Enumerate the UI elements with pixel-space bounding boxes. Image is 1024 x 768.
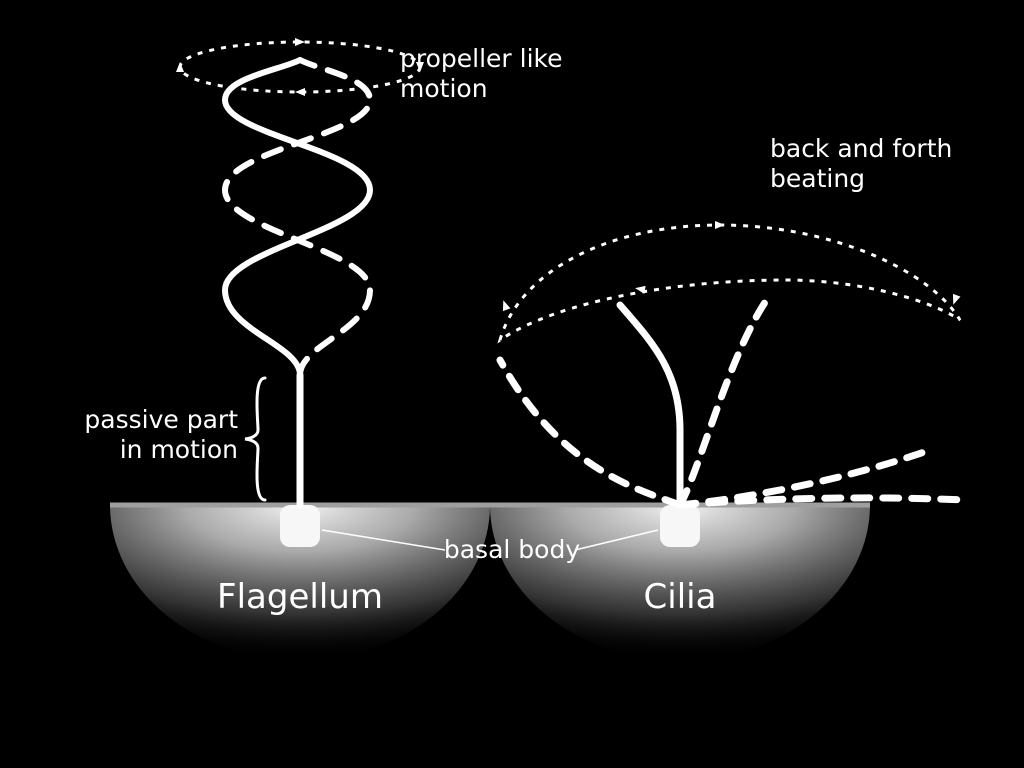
flagellum-basal-body <box>280 505 320 547</box>
cilia-solid <box>620 305 680 505</box>
flagellum-title: Flagellum <box>217 577 383 617</box>
cilia-ghost-positions <box>500 295 965 505</box>
backforth-label-2: beating <box>770 164 865 193</box>
passive-label-1: passive part <box>84 405 238 434</box>
flagellum-rotation-ellipse <box>180 42 420 92</box>
propeller-label-2: motion <box>400 74 488 103</box>
cilia-group <box>490 221 965 660</box>
cilia-motion-path <box>500 225 960 340</box>
backforth-label-1: back and forth <box>770 134 952 163</box>
flagellum-rotation-arrows <box>176 38 424 96</box>
flagellum-group <box>110 38 490 660</box>
cilia-motion-arrows <box>500 221 961 311</box>
passive-brace <box>245 378 265 500</box>
propeller-label-1: propeller like <box>400 44 563 73</box>
basal-body-label: basal body <box>444 535 580 564</box>
diagram-canvas: propeller like motion back and forth bea… <box>0 0 1024 768</box>
cilia-basal-body <box>660 505 700 547</box>
passive-label-2: in motion <box>120 435 238 464</box>
cilia-title: Cilia <box>644 577 717 617</box>
